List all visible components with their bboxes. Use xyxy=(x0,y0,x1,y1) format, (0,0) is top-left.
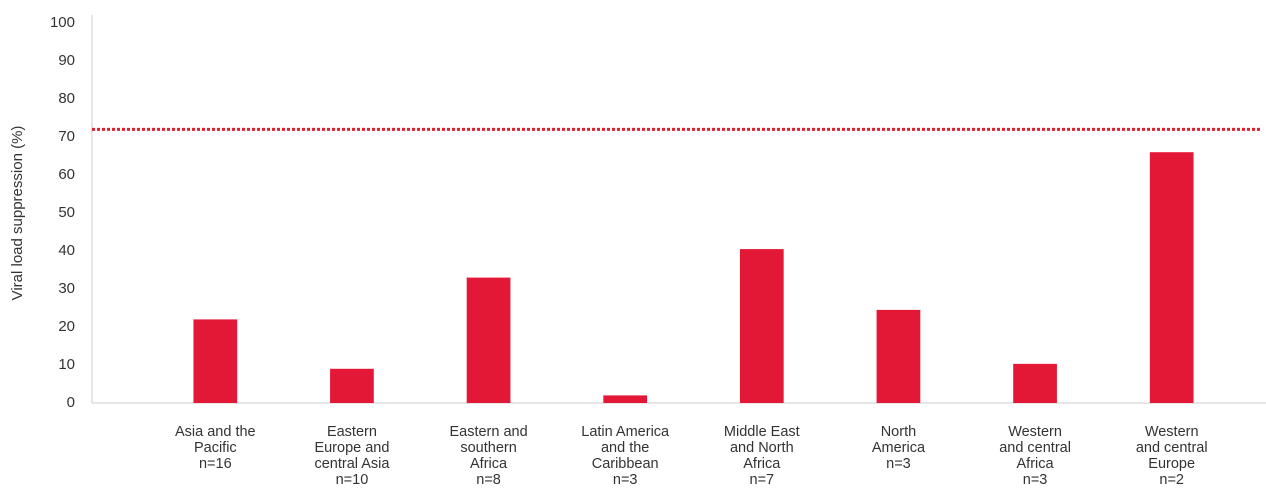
y-tick-label: 80 xyxy=(58,90,75,107)
x-tick-label: n=16 xyxy=(199,456,232,472)
x-tick-label: Western xyxy=(1145,424,1199,440)
x-tick-label: Western xyxy=(1008,424,1062,440)
x-tick-label: n=3 xyxy=(886,456,911,472)
x-tick-label: Africa xyxy=(743,456,781,472)
x-tick-label: America xyxy=(872,440,926,456)
y-tick-label: 20 xyxy=(58,318,75,335)
y-axis-label: Viral load suppression (%) xyxy=(9,126,26,301)
bar xyxy=(876,309,921,403)
x-tick-label: southern xyxy=(460,440,516,456)
x-tick-label: Africa xyxy=(1017,456,1055,472)
x-tick-label: n=8 xyxy=(476,472,501,488)
x-tick-label: Africa xyxy=(470,456,508,472)
y-tick-label: 0 xyxy=(67,394,75,411)
y-tick-label: 70 xyxy=(58,128,75,145)
bar xyxy=(466,277,511,403)
y-tick-label: 60 xyxy=(58,166,75,183)
y-tick-label: 90 xyxy=(58,52,75,69)
x-tick-label: n=2 xyxy=(1159,472,1184,488)
x-tick-label: Eastern and xyxy=(449,424,527,440)
x-tick-label: and North xyxy=(730,440,794,456)
x-tick-label: Asia and the xyxy=(175,424,256,440)
x-tick-label: and the xyxy=(601,440,649,456)
x-tick-label: and central xyxy=(999,440,1071,456)
y-tick-label: 10 xyxy=(58,356,75,373)
x-tick-label: Caribbean xyxy=(592,456,659,472)
x-tick-label: n=10 xyxy=(336,472,369,488)
bar xyxy=(330,368,374,403)
y-tick-label: 50 xyxy=(58,204,75,221)
x-tick-label: Eastern xyxy=(327,424,377,440)
x-tick-label: central Asia xyxy=(314,456,390,472)
x-tick-label: and central xyxy=(1136,440,1208,456)
y-tick-label: 100 xyxy=(50,14,75,31)
bar xyxy=(739,249,784,403)
bar xyxy=(1149,152,1194,403)
x-tick-label: Europe xyxy=(1148,456,1195,472)
bar xyxy=(603,395,648,403)
y-tick-label: 40 xyxy=(58,242,75,259)
x-tick-label: Latin America xyxy=(581,424,670,440)
x-tick-label: Pacific xyxy=(194,440,237,456)
x-tick-label: North xyxy=(881,424,916,440)
bar xyxy=(193,319,238,403)
bar xyxy=(1013,363,1057,403)
x-tick-label: n=3 xyxy=(613,472,638,488)
y-tick-label: 30 xyxy=(58,280,75,297)
x-tick-label: Middle East xyxy=(724,424,800,440)
x-tick-label: n=7 xyxy=(750,472,775,488)
x-tick-label: Europe and xyxy=(314,440,389,456)
x-tick-label: n=3 xyxy=(1023,472,1048,488)
